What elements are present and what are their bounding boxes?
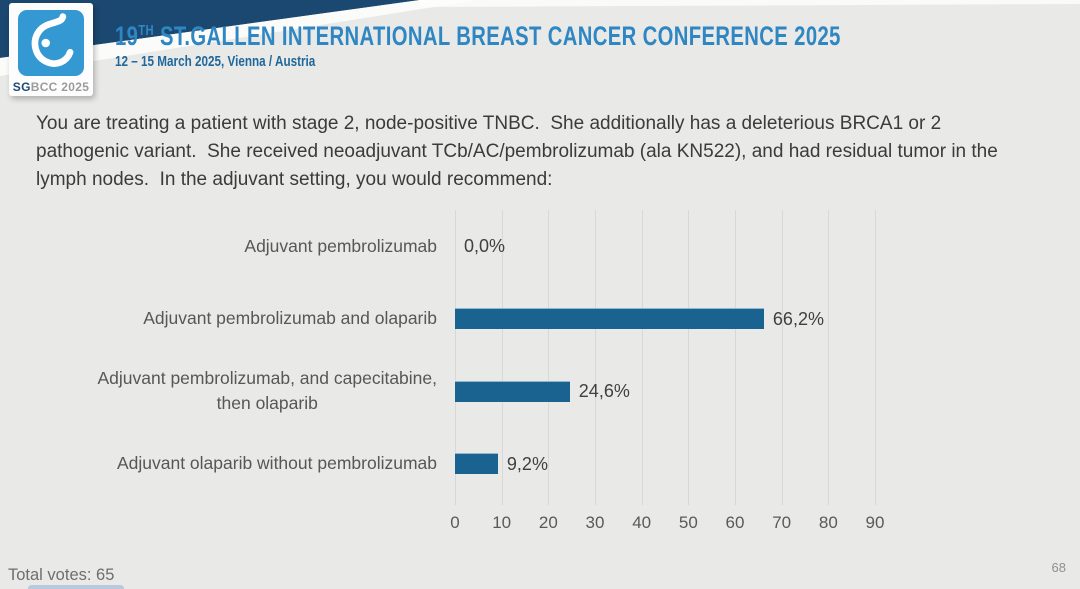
bar [455,308,764,330]
gridline [781,210,783,505]
gridline [735,210,736,505]
x-axis-tick-label: 50 [678,513,698,532]
header-top-stripe [420,0,1080,7]
title-main: ST.GALLEN INTERNATIONAL BREAST CANCER CO… [154,21,841,51]
gridline [595,210,596,505]
page-number: 68 [1051,560,1066,575]
logo-caption-bcc: BCC 2025 [30,80,90,94]
value-label: 24,6% [578,381,630,402]
x-axis-tick-label: 0 [450,513,460,532]
x-axis-tick-label: 80 [818,513,838,532]
category-label: Adjuvant pembrolizumab, and capecitabine… [97,368,437,414]
conference-title-wrap: 19TH ST.GALLEN INTERNATIONAL BREAST CANC… [115,21,1080,52]
x-axis-tick-label: 90 [865,513,885,532]
category-label: Adjuvant olaparib without pembrolizumab [116,453,437,474]
value-label: 9,2% [506,453,548,474]
title-number: 19 [115,21,139,51]
total-votes-underline [28,585,124,589]
logo-caption: SGBCC 2025 [13,80,89,94]
x-axis-tick-label: 70 [772,513,792,532]
poll-question: You are treating a patient with stage 2,… [36,113,1004,190]
gridline [875,210,876,505]
category-label: Adjuvant pembrolizumab and olaparib [143,308,437,329]
bar [455,380,570,402]
gridline [688,210,690,505]
breast-symbol-icon [31,13,74,67]
x-axis-tick-label: 40 [632,513,652,532]
gridline [548,210,550,505]
x-axis-tick-label: 20 [538,513,558,532]
conference-subtitle-wrap: 12 – 15 March 2025, Vienna / Austria [115,53,372,71]
gridline [828,210,830,505]
value-label: 0,0% [464,236,506,257]
gridline [501,210,503,505]
conference-subtitle: 12 – 15 March 2025, Vienna / Austria [115,53,316,70]
conference-title: 19TH ST.GALLEN INTERNATIONAL BREAST CANC… [115,21,841,52]
gridline [641,210,643,505]
sgbcc-logo-icon [18,10,84,76]
total-votes-label: Total votes: 65 [8,566,115,584]
conference-logo: SGBCC 2025 [9,3,93,96]
category-label: Adjuvant pembrolizumab [244,235,437,256]
logo-caption-sg: SG [12,80,31,94]
x-axis-tick-label: 60 [725,513,745,532]
x-axis-tick-label: 30 [585,513,605,532]
title-ordinal: TH [138,22,155,39]
value-label: 66,2% [772,308,824,329]
gridline [455,210,456,505]
x-axis-tick-label: 10 [492,513,512,532]
bar [455,453,498,475]
